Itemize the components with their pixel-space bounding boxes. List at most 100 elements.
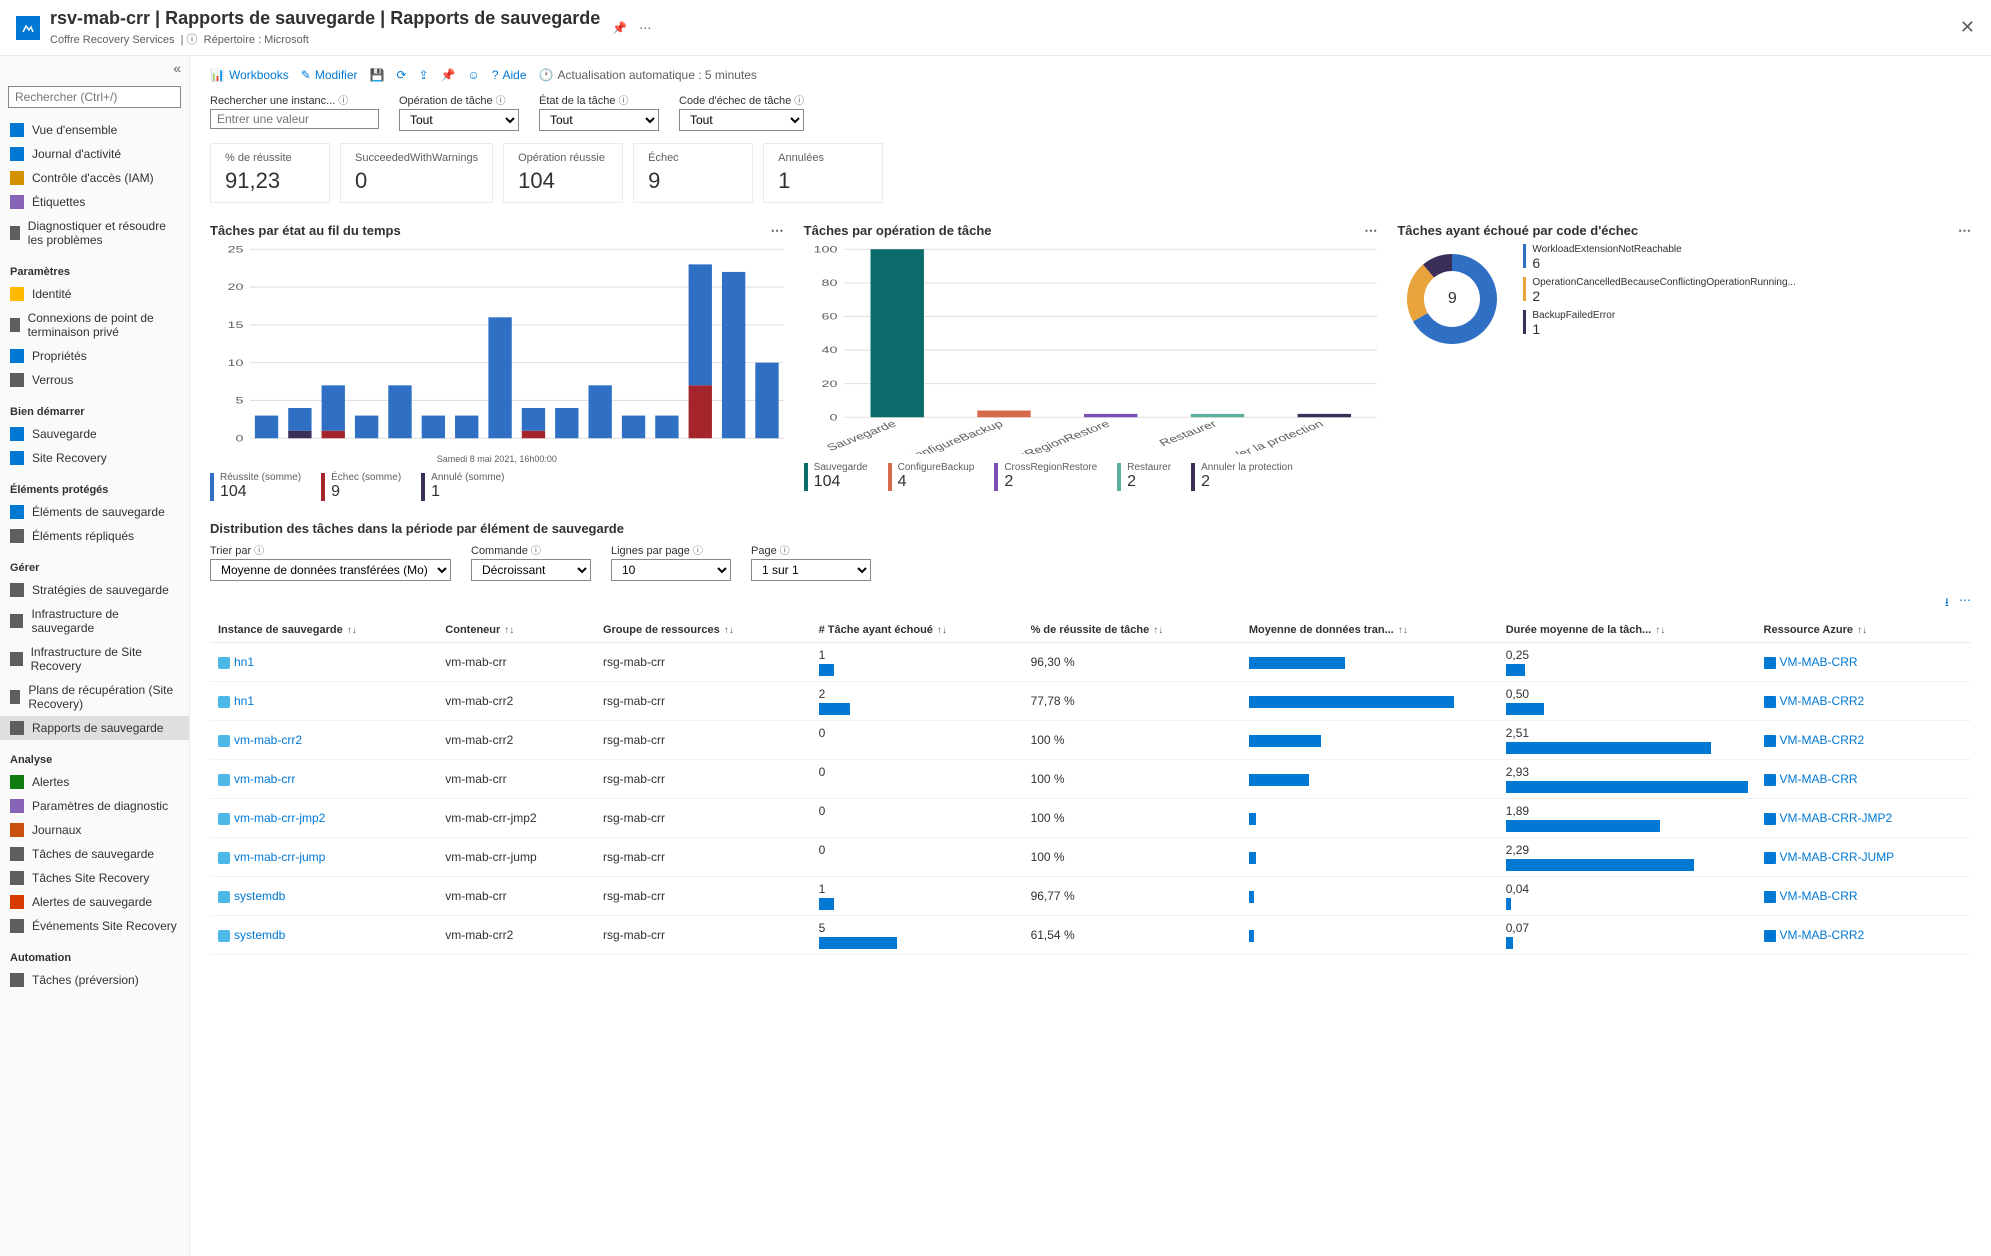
sidebar-item[interactable]: Tâches de sauvegarde [0,842,189,866]
sidebar-item[interactable]: Éléments de sauvegarde [0,500,189,524]
instance-link[interactable]: systemdb [234,889,285,903]
chart3-more-icon[interactable]: ⋯ [1958,223,1971,239]
nav-icon [10,147,24,161]
sidebar-item[interactable]: Identité [0,282,189,306]
nav-label: Diagnostiquer et résoudre les problèmes [28,219,179,247]
share-icon[interactable]: ⇪ [419,68,429,82]
sidebar-item[interactable]: Vue d'ensemble [0,118,189,142]
sidebar-item[interactable]: Stratégies de sauvegarde [0,578,189,602]
sidebar-item[interactable]: Rapports de sauvegarde [0,716,189,740]
sidebar-item[interactable]: Alertes de sauvegarde [0,890,189,914]
toolbar: 📊 Workbooks ✎ Modifier 💾 ⟳ ⇪ 📌 ☺ ? Aide … [210,64,1971,92]
svg-text:Restaurer: Restaurer [1156,418,1219,448]
sidebar-item[interactable]: Infrastructure de sauvegarde [0,602,189,640]
sidebar-item[interactable]: Éléments répliqués [0,524,189,548]
pct-cell: 100 % [1023,760,1241,799]
sidebar-item[interactable]: Diagnostiquer et résoudre les problèmes [0,214,189,252]
sidebar-item[interactable]: Étiquettes [0,190,189,214]
resource-link[interactable]: VM-MAB-CRR [1780,655,1858,669]
help-button[interactable]: ? Aide [492,68,527,82]
nav-icon [10,583,24,597]
resource-link[interactable]: VM-MAB-CRR2 [1780,928,1865,942]
table-header[interactable]: Instance de sauvegarde↑↓ [210,618,437,643]
resource-link[interactable]: VM-MAB-CRR-JMP2 [1780,811,1893,825]
table-header[interactable]: Moyenne de données tran...↑↓ [1241,618,1498,643]
instance-link[interactable]: vm-mab-crr-jmp2 [234,811,325,825]
sidebar-item[interactable]: Journaux [0,818,189,842]
instance-link[interactable]: vm-mab-crr [234,772,295,786]
table-header[interactable]: Ressource Azure↑↓ [1756,618,1971,643]
instance-link[interactable]: vm-mab-crr-jump [234,850,325,864]
sidebar-item[interactable]: Tâches Site Recovery [0,866,189,890]
item-icon [218,852,230,864]
refresh-icon[interactable]: ⟳ [396,68,406,82]
sidebar-item[interactable]: Plans de récupération (Site Recovery) [0,678,189,716]
table-header[interactable]: Conteneur↑↓ [437,618,595,643]
nav-icon [10,721,24,735]
sidebar-item[interactable]: Journal d'activité [0,142,189,166]
resource-link[interactable]: VM-MAB-CRR [1780,772,1858,786]
edit-button[interactable]: ✎ Modifier [301,68,358,82]
pin-icon[interactable]: 📌 [612,21,627,35]
container-cell: vm-mab-crr-jmp2 [437,799,595,838]
auto-refresh-label[interactable]: 🕐 Actualisation automatique : 5 minutes [539,68,757,82]
item-icon [218,774,230,786]
nav-label: Contrôle d'accès (IAM) [32,171,154,185]
instance-link[interactable]: hn1 [234,655,254,669]
fail-cell: 0 [811,760,1023,799]
nav-icon [10,973,24,987]
table-header[interactable]: Groupe de ressources↑↓ [595,618,811,643]
table-more-icon[interactable]: ⋯ [1959,593,1971,614]
filter-operation-select[interactable]: Tout [399,109,519,131]
sidebar-item[interactable]: Verrous [0,368,189,392]
pct-cell: 96,30 % [1023,643,1241,682]
nav-label: Propriétés [32,349,87,363]
filter-error-select[interactable]: Tout [679,109,804,131]
rg-cell: rsg-mab-crr [595,760,811,799]
workbooks-button[interactable]: 📊 Workbooks [210,68,289,82]
chart1-more-icon[interactable]: ⋯ [771,223,784,239]
pin-toolbar-icon[interactable]: 📌 [441,68,456,82]
collapse-sidebar[interactable]: « [0,56,189,80]
instance-link[interactable]: vm-mab-crr2 [234,733,302,747]
page-select[interactable]: 1 sur 1 [751,559,871,581]
kpi-value: 104 [518,168,608,194]
sidebar-item[interactable]: Alertes [0,770,189,794]
sidebar-item[interactable]: Paramètres de diagnostic [0,794,189,818]
sidebar-item[interactable]: Tâches (préversion) [0,968,189,992]
sidebar-item[interactable]: Événements Site Recovery [0,914,189,938]
instance-link[interactable]: systemdb [234,928,285,942]
sidebar-item[interactable]: Sauvegarde [0,422,189,446]
resource-link[interactable]: VM-MAB-CRR [1780,889,1858,903]
instance-link[interactable]: hn1 [234,694,254,708]
chart3-title: Tâches ayant échoué par code d'échec [1397,223,1638,238]
chart1-title: Tâches par état au fil du temps [210,223,401,238]
download-icon[interactable]: ⭳ [1945,593,1949,614]
filter-instance-input[interactable] [210,109,379,129]
fail-cell: 0 [811,721,1023,760]
sidebar-item[interactable]: Connexions de point de terminaison privé [0,306,189,344]
chart2-more-icon[interactable]: ⋯ [1364,223,1377,239]
feedback-icon[interactable]: ☺ [468,68,480,82]
save-icon[interactable]: 💾 [370,68,385,82]
sidebar-item[interactable]: Propriétés [0,344,189,368]
table-header[interactable]: Durée moyenne de la tâch...↑↓ [1498,618,1756,643]
filter-state-select[interactable]: Tout [539,109,659,131]
table-header[interactable]: % de réussite de tâche↑↓ [1023,618,1241,643]
sidebar-item[interactable]: Site Recovery [0,446,189,470]
more-icon[interactable]: ⋯ [639,21,651,35]
kpi-value: 0 [355,168,478,194]
sidebar-search-input[interactable] [8,86,181,108]
close-icon[interactable]: ✕ [1960,17,1975,38]
sidebar-item[interactable]: Contrôle d'accès (IAM) [0,166,189,190]
nav-label: Paramètres de diagnostic [32,799,168,813]
rows-per-select[interactable]: 10 [611,559,731,581]
table-header[interactable]: # Tâche ayant échoué↑↓ [811,618,1023,643]
table-row: vm-mab-crr-jump vm-mab-crr-jump rsg-mab-… [210,838,1971,877]
order-select[interactable]: Décroissant [471,559,591,581]
sidebar-item[interactable]: Infrastructure de Site Recovery [0,640,189,678]
resource-link[interactable]: VM-MAB-CRR-JUMP [1780,850,1895,864]
resource-link[interactable]: VM-MAB-CRR2 [1780,733,1865,747]
resource-link[interactable]: VM-MAB-CRR2 [1780,694,1865,708]
sort-by-select[interactable]: Moyenne de données transférées (Mo) [210,559,451,581]
